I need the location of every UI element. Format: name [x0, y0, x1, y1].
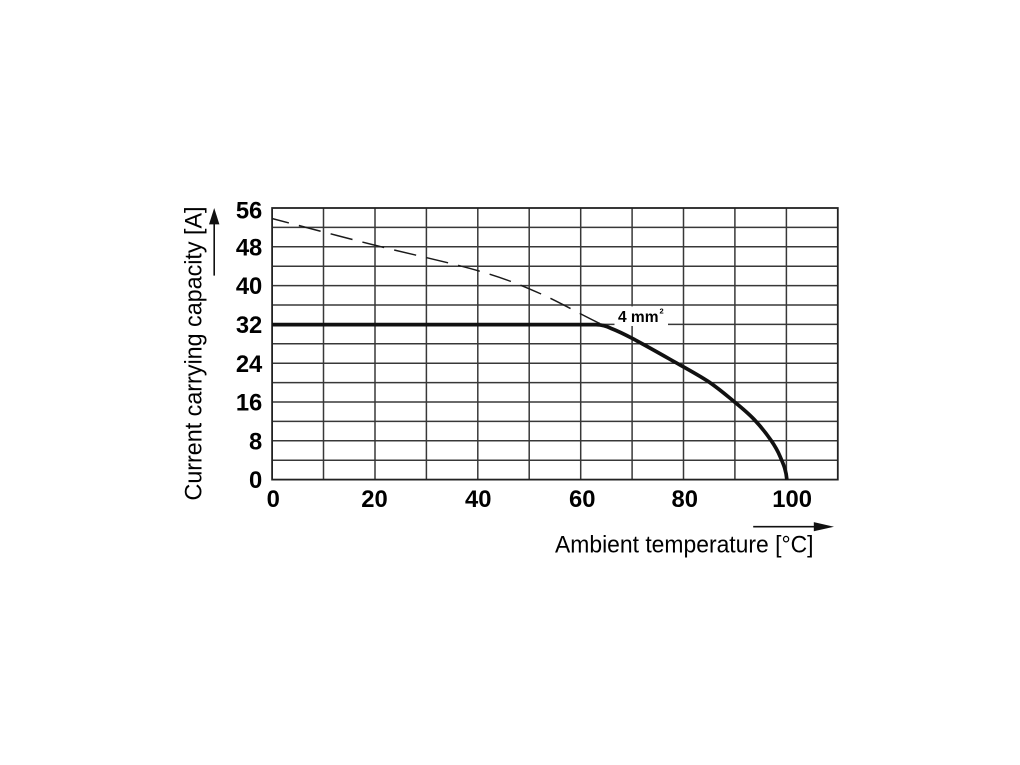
svg-text:40: 40 — [465, 486, 491, 513]
svg-text:8: 8 — [249, 428, 262, 455]
svg-text:Ambient temperature [°C]: Ambient temperature [°C] — [555, 532, 814, 559]
svg-text:Current carrying capacity [A]: Current carrying capacity [A] — [181, 207, 208, 501]
svg-text:2: 2 — [660, 307, 664, 316]
svg-text:40: 40 — [236, 273, 262, 300]
svg-text:56: 56 — [236, 197, 262, 224]
svg-text:0: 0 — [249, 467, 262, 494]
svg-text:20: 20 — [361, 486, 387, 513]
svg-text:16: 16 — [236, 390, 262, 417]
svg-text:0: 0 — [267, 486, 280, 513]
svg-text:48: 48 — [236, 234, 262, 261]
svg-text:32: 32 — [236, 312, 262, 339]
svg-text:100: 100 — [772, 486, 812, 513]
svg-text:24: 24 — [236, 351, 263, 378]
svg-text:80: 80 — [672, 486, 698, 513]
svg-text:60: 60 — [569, 486, 595, 513]
svg-text:4 mm: 4 mm — [618, 309, 659, 326]
